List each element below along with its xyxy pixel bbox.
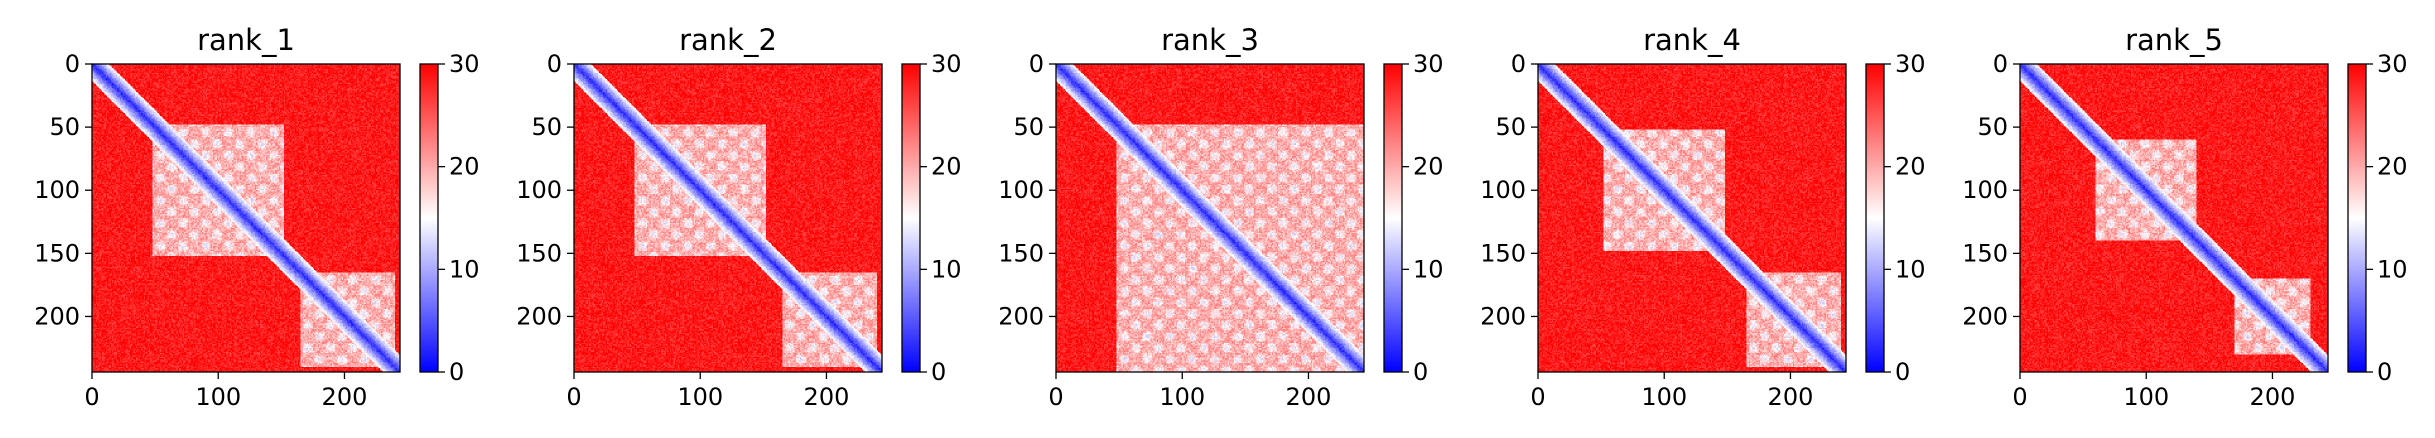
y-tick-label: 50 (1977, 113, 2008, 141)
heatmap-panel: rank_4 0 100 200 0 50 100 150 200 0 10 20 30 (1480, 23, 1925, 411)
colorbar (1866, 64, 1884, 372)
x-tick-label: 100 (2123, 383, 2169, 411)
heatmap-image (92, 64, 400, 372)
chart-title: rank_5 (2125, 23, 2223, 57)
x-tick-label: 100 (1159, 383, 1205, 411)
colorbar-tick-label: 30 (2377, 50, 2408, 78)
axes-frame (1055, 63, 1365, 373)
y-tick-label: 0 (1993, 50, 2008, 78)
y-tick-label: 200 (516, 302, 562, 330)
axes-frame (1537, 63, 1847, 373)
colorbar-frame (2347, 63, 2367, 373)
colorbar-tick-label: 30 (449, 50, 480, 78)
x-tick-label: 0 (566, 383, 581, 411)
colorbar (1384, 64, 1402, 372)
heatmap-panel: rank_2 0 100 200 0 50 100 150 200 0 10 20 30 (516, 23, 961, 411)
colorbar-tick-label: 10 (449, 255, 480, 283)
heatmap-image (1538, 64, 1846, 372)
colorbar-tick-label: 0 (1895, 358, 1910, 386)
x-tick-label: 100 (677, 383, 723, 411)
colorbar-tick-label: 0 (2377, 358, 2392, 386)
x-tick-label: 200 (2250, 383, 2296, 411)
y-tick-label: 0 (65, 50, 80, 78)
y-tick-label: 100 (1480, 176, 1526, 204)
colorbar-tick-label: 20 (1413, 153, 1444, 181)
axes-frame (573, 63, 883, 373)
y-tick-label: 50 (1013, 113, 1044, 141)
x-tick-label: 0 (1048, 383, 1063, 411)
chart-title: rank_4 (1643, 23, 1741, 57)
axes-frame (2019, 63, 2329, 373)
y-tick-label: 200 (34, 302, 80, 330)
y-tick-label: 0 (547, 50, 562, 78)
colorbar-tick-label: 0 (931, 358, 946, 386)
y-tick-label: 150 (34, 239, 80, 267)
colorbar-tick-label: 10 (2377, 255, 2408, 283)
colorbar-tick-label: 20 (449, 153, 480, 181)
colorbar-tick-label: 30 (1413, 50, 1444, 78)
colorbar-frame (1865, 63, 1885, 373)
axes-frame (91, 63, 401, 373)
y-tick-label: 0 (1511, 50, 1526, 78)
chart-title: rank_1 (197, 23, 295, 57)
heatmap-image (2020, 64, 2328, 372)
y-tick-label: 200 (998, 302, 1044, 330)
y-tick-label: 100 (34, 176, 80, 204)
y-tick-label: 50 (49, 113, 80, 141)
x-tick-label: 200 (322, 383, 368, 411)
y-tick-label: 150 (1480, 239, 1526, 267)
y-tick-label: 200 (1962, 302, 2008, 330)
y-tick-label: 200 (1480, 302, 1526, 330)
colorbar-tick-label: 10 (931, 255, 962, 283)
colorbar-tick-label: 20 (2377, 153, 2408, 181)
y-tick-label: 100 (516, 176, 562, 204)
y-tick-label: 50 (1495, 113, 1526, 141)
colorbar-tick-label: 10 (1895, 255, 1926, 283)
x-tick-label: 200 (1768, 383, 1814, 411)
colorbar (420, 64, 438, 372)
chart-title: rank_2 (679, 23, 777, 57)
heatmap-panel: rank_3 0 100 200 0 50 100 150 200 0 10 20 30 (998, 23, 1443, 411)
chart-title: rank_3 (1161, 23, 1259, 57)
heatmap-image (574, 64, 882, 372)
colorbar-tick-label: 20 (931, 153, 962, 181)
x-tick-label: 0 (84, 383, 99, 411)
x-tick-label: 100 (1641, 383, 1687, 411)
y-tick-label: 150 (1962, 239, 2008, 267)
colorbar-tick-label: 0 (1413, 358, 1428, 386)
x-tick-label: 200 (1286, 383, 1332, 411)
x-tick-label: 200 (804, 383, 850, 411)
x-tick-label: 100 (195, 383, 241, 411)
colorbar-tick-label: 30 (931, 50, 962, 78)
colorbar (902, 64, 920, 372)
x-tick-label: 0 (1530, 383, 1545, 411)
colorbar-frame (1383, 63, 1403, 373)
colorbar-frame (901, 63, 921, 373)
y-tick-label: 0 (1029, 50, 1044, 78)
heatmap-panel: rank_1 0 100 200 0 50 100 150 200 0 10 20 30 (34, 23, 479, 411)
colorbar-tick-label: 30 (1895, 50, 1926, 78)
heatmap-image (1056, 64, 1364, 372)
colorbar-tick-label: 10 (1413, 255, 1444, 283)
colorbar-tick-label: 0 (449, 358, 464, 386)
y-tick-label: 150 (516, 239, 562, 267)
colorbar-frame (419, 63, 439, 373)
heatmap-panel: rank_5 0 100 200 0 50 100 150 200 0 10 20 30 (1962, 23, 2407, 411)
y-tick-label: 100 (1962, 176, 2008, 204)
colorbar (2348, 64, 2366, 372)
colorbar-tick-label: 20 (1895, 153, 1926, 181)
x-tick-label: 0 (2012, 383, 2027, 411)
y-tick-label: 50 (531, 113, 562, 141)
y-tick-label: 100 (998, 176, 1044, 204)
y-tick-label: 150 (998, 239, 1044, 267)
